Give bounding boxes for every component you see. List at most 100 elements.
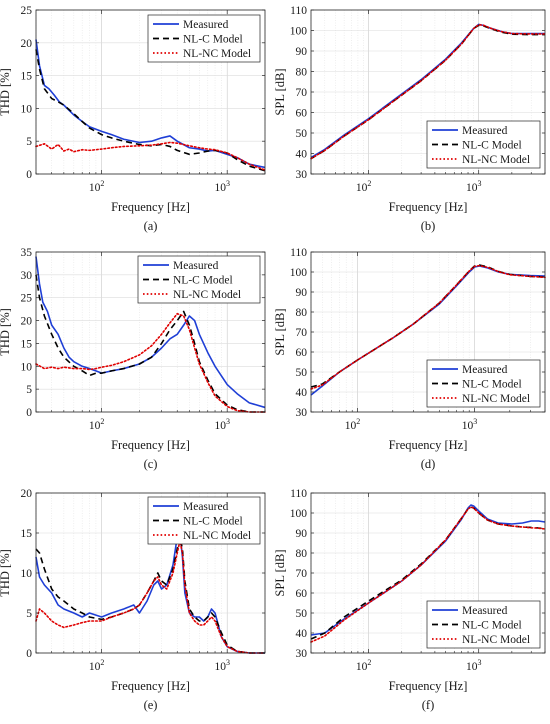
series-nl-nc-model-line [35,312,266,413]
panel-a-caption: (a) [144,219,158,233]
x-tick-label: 103 [466,658,482,673]
x-tick-label: 102 [89,417,105,432]
panel-e-caption: (e) [144,698,158,712]
x-tick-exponent: 3 [226,179,230,188]
panel-a-y-axis-label: THD [%] [0,68,12,116]
y-tick-label: 60 [296,108,308,120]
panel-b-x-axis-label: Frequency [Hz] [389,200,468,214]
x-tick-label: 102 [356,658,372,673]
legend-label-measured: Measured [183,19,229,31]
y-tick-label: 110 [290,488,307,500]
legend-label-nl-nc-model: NL-NC Model [462,154,530,166]
panel-d-caption: (d) [421,457,436,471]
x-tick-exponent: 2 [356,417,360,426]
y-tick-label: 40 [296,628,308,640]
legend-label-nl-nc-model: NL-NC Model [462,634,530,646]
panel-e-x-axis-label: Frequency [Hz] [111,679,190,693]
y-tick-label: 50 [296,608,308,620]
y-tick-label: 100 [290,508,308,520]
y-tick-label: 20 [21,488,33,500]
y-tick-label: 20 [21,316,33,328]
x-tick-label: 103 [462,417,478,432]
y-tick-label: 90 [296,287,308,299]
y-tick-label: 90 [296,46,308,58]
y-tick-label: 15 [21,71,33,83]
x-tick-label: 102 [356,179,372,194]
y-tick-label: 80 [296,67,308,79]
y-tick-label: 10 [21,361,33,373]
panel-e-y-axis-label: THD [%] [0,549,12,597]
panel-b: 30 40 50 60 70 80 90 100 110 102 103 Frequency [Hz]… [273,5,546,233]
panel-c-axes-box [35,251,266,413]
y-tick-label: 25 [21,5,33,17]
legend-label-measured: Measured [183,501,229,513]
x-tick-exponent: 2 [100,658,104,667]
legend-label-nl-c-model: NL-C Model [462,379,522,391]
x-tick-exponent: 3 [473,417,477,426]
panel-a-legend: Measured NL-C Model NL-NC Model [147,14,261,63]
legend-label-nl-nc-model: NL-NC Model [183,530,251,542]
x-tick-label: 103 [214,417,230,432]
panel-c-caption: (c) [144,457,158,471]
panel-c-y-axis-label: THD [%] [0,308,12,356]
series-nl-c-model-line [35,536,265,654]
y-tick-label: 5 [26,136,32,148]
x-tick-label: 102 [89,658,105,673]
series-nl-c-model-line [310,264,546,388]
y-tick-label: 10 [21,568,33,580]
x-tick-exponent: 3 [226,417,230,426]
legend-label-nl-c-model: NL-C Model [183,34,243,46]
y-tick-label: 50 [296,128,308,140]
x-tick-exponent: 3 [226,658,230,667]
x-tick-exponent: 2 [367,658,371,667]
x-tick-exponent: 2 [100,417,104,426]
y-tick-label: 0 [26,648,32,660]
y-tick-label: 0 [26,407,32,419]
panel-f-caption: (f) [422,698,435,712]
y-tick-label: 80 [296,307,308,319]
x-tick-label: 102 [345,417,361,432]
legend-label-nl-c-model: NL-C Model [183,516,243,528]
panel-f-x-axis-label: Frequency [Hz] [389,679,468,693]
legend-label-measured: Measured [462,605,508,617]
y-tick-label: 30 [296,407,308,419]
legend-label-measured: Measured [173,260,219,272]
y-tick-label: 30 [296,169,308,181]
legend-label-nl-nc-model: NL-NC Model [462,393,530,405]
x-tick-exponent: 3 [477,658,481,667]
series-nl-nc-model-line [310,23,546,160]
x-tick-exponent: 3 [477,179,481,188]
panel-b-caption: (b) [421,219,436,233]
panel-c-x-axis-label: Frequency [Hz] [111,438,190,452]
panel-d-x-axis-label: Frequency [Hz] [389,438,468,452]
legend-label-nl-c-model: NL-C Model [462,140,522,152]
legend-label-nl-nc-model: NL-NC Model [183,48,251,60]
series-nl-c-model-line [35,274,265,413]
y-tick-label: 50 [296,367,308,379]
legend-label-nl-nc-model: NL-NC Model [173,289,241,301]
y-tick-label: 15 [21,528,33,540]
y-tick-label: 15 [21,338,33,350]
series-nl-nc-model-line [310,264,546,390]
panel-d-legend: Measured NL-C Model NL-NC Model [426,359,541,408]
x-tick-label: 103 [214,179,230,194]
x-tick-label: 102 [89,179,105,194]
y-tick-label: 60 [296,588,308,600]
series-nl-nc-model-line [35,540,266,654]
panel-e: 0 5 10 15 20 102 103 Frequency [Hz] THD [%] (e) Me… [0,488,266,712]
x-tick-label: 103 [466,179,482,194]
legend-label-measured: Measured [462,364,508,376]
y-tick-label: 5 [26,384,32,396]
y-tick-label: 40 [296,387,308,399]
panel-b-legend: Measured NL-C Model NL-NC Model [426,120,541,169]
series-nl-nc-model-line [35,141,266,171]
panel-d-y-axis-label: SPL [dB] [273,308,287,355]
y-tick-label: 110 [290,247,307,259]
y-tick-label: 0 [26,169,32,181]
y-tick-label: 110 [290,5,307,17]
panel-c-legend: Measured NL-C Model NL-NC Model [137,255,261,304]
y-tick-label: 60 [296,347,308,359]
y-tick-label: 10 [21,103,33,115]
